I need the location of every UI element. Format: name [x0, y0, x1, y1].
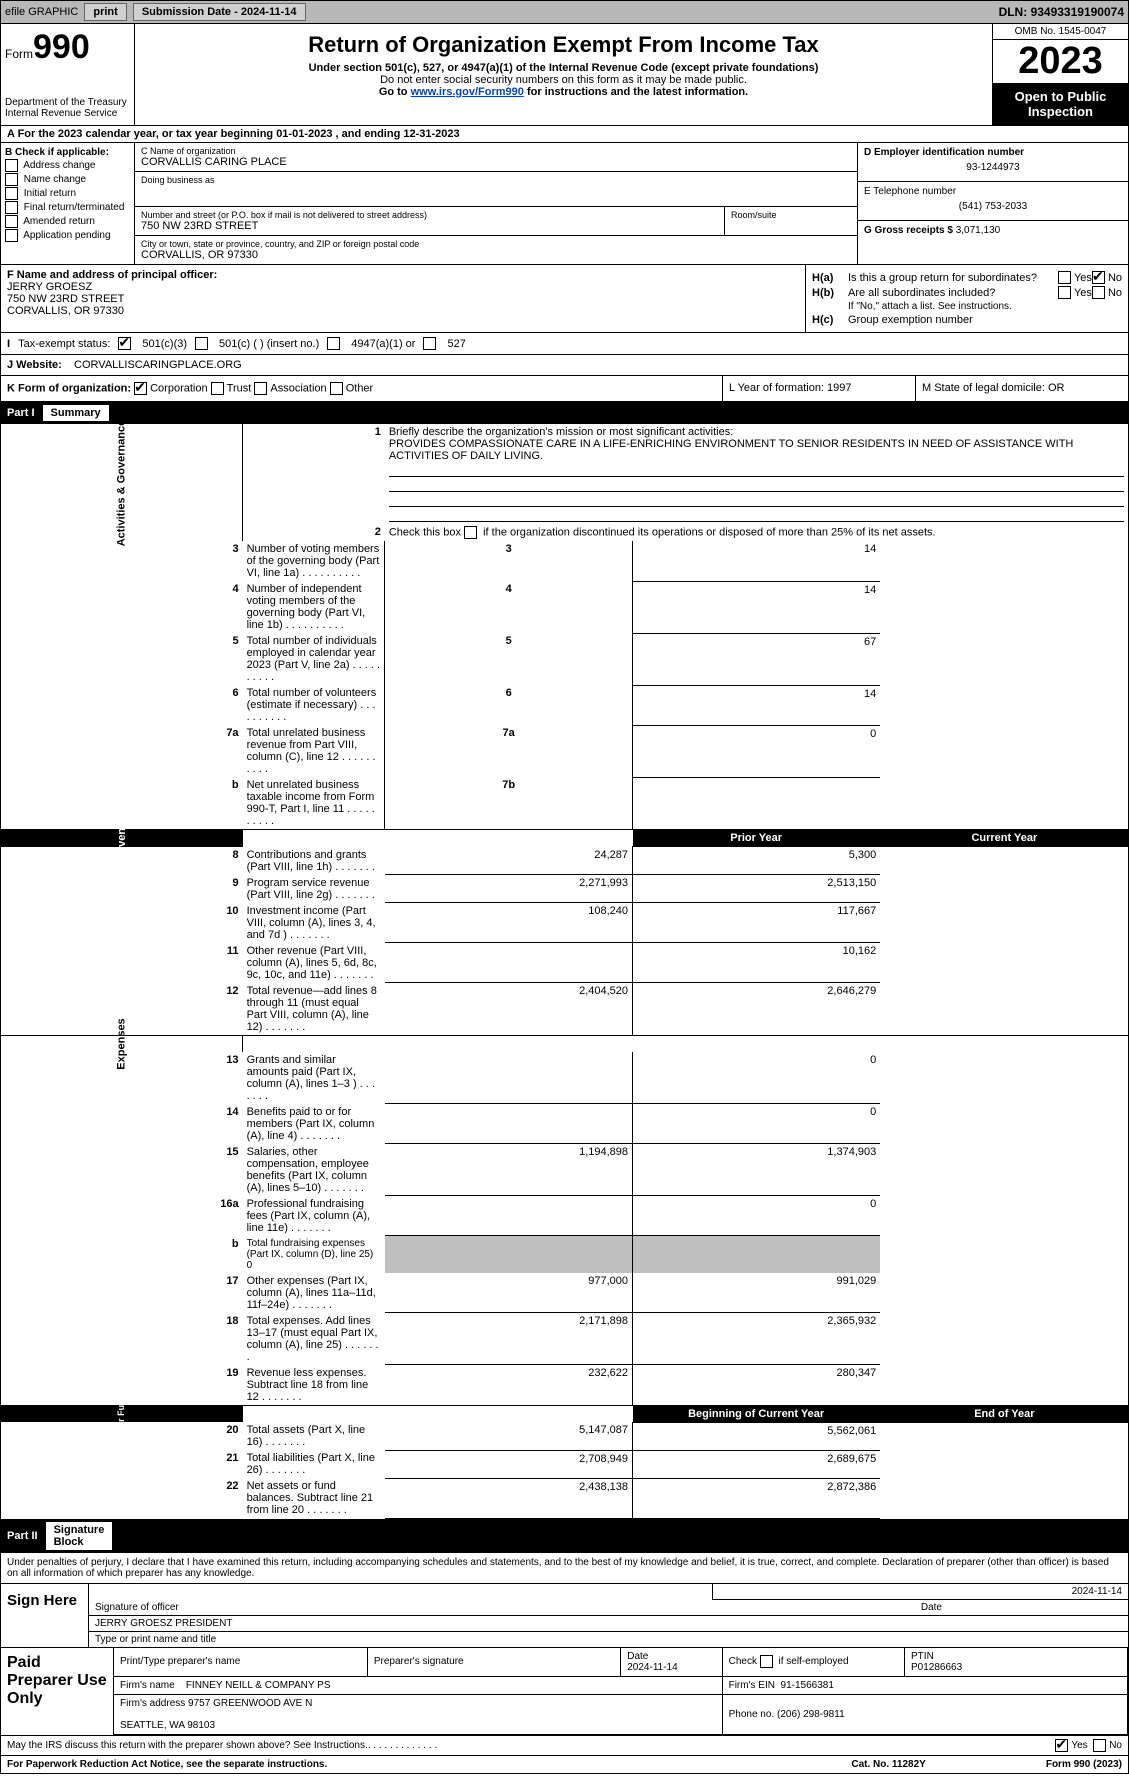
summary-table: Activities & Governance 1 Briefly descri… — [1, 424, 1128, 1519]
527-checkbox[interactable] — [423, 337, 436, 350]
tax-year: 2023 — [993, 40, 1128, 83]
ha-no-checkbox[interactable] — [1092, 271, 1105, 284]
501c-checkbox[interactable] — [195, 337, 208, 350]
website-value: CORVALLISCARINGPLACE.ORG — [74, 359, 242, 371]
org-address: 750 NW 23RD STREET — [141, 220, 718, 232]
box-b-checklist: B Check if applicable: Address change Na… — [1, 143, 135, 264]
dept-label: Department of the Treasury Internal Reve… — [5, 97, 130, 119]
form-title: Return of Organization Exempt From Incom… — [139, 32, 988, 58]
hb-yes-checkbox[interactable] — [1058, 286, 1071, 299]
row-j-website: J Website: CORVALLISCARINGPLACE.ORG — [1, 355, 1128, 376]
hb-no-checkbox[interactable] — [1092, 286, 1105, 299]
year-formation: L Year of formation: 1997 — [723, 376, 916, 401]
omb-number: OMB No. 1545-0047 — [993, 24, 1128, 40]
efile-label: efile GRAPHIC — [5, 6, 78, 18]
block-bcdeg: B Check if applicable: Address change Na… — [1, 143, 1128, 265]
officer-name: JERRY GROESZ — [7, 281, 799, 293]
gross-receipts: 3,071,130 — [956, 225, 1001, 236]
page-footer: For Paperwork Reduction Act Notice, see … — [1, 1755, 1128, 1773]
paid-preparer-block: Paid Preparer Use Only Print/Type prepar… — [1, 1647, 1128, 1735]
part2-header: Part IISignature Block — [1, 1519, 1128, 1553]
form-990-page: Form990 Department of the Treasury Inter… — [0, 24, 1129, 1774]
org-city: CORVALLIS, OR 97330 — [141, 249, 851, 261]
row-klm: K Form of organization: Corporation Trus… — [1, 376, 1128, 402]
phone-value: (541) 753-2033 — [864, 197, 1122, 216]
ptin-value: P01286663 — [911, 1662, 962, 1673]
discuss-yes-checkbox[interactable] — [1055, 1739, 1068, 1752]
4947-checkbox[interactable] — [327, 337, 340, 350]
state-domicile: M State of legal domicile: OR — [916, 376, 1128, 401]
q2-checkbox[interactable] — [464, 526, 477, 539]
firm-name: FINNEY NEILL & COMPANY PS — [186, 1680, 331, 1691]
sign-here-block: Sign Here 2024-11-14 Signature of office… — [1, 1583, 1128, 1647]
form-header: Form990 Department of the Treasury Inter… — [1, 24, 1128, 126]
submission-date-button[interactable]: Submission Date - 2024-11-14 — [133, 3, 306, 21]
officer-signature: JERRY GROESZ PRESIDENT — [89, 1616, 1128, 1632]
top-toolbar: efile GRAPHIC print Submission Date - 20… — [0, 0, 1129, 24]
discuss-row: May the IRS discuss this return with the… — [1, 1735, 1128, 1755]
dln-label: DLN: 93493319190074 — [999, 5, 1124, 19]
discuss-no-checkbox[interactable] — [1093, 1739, 1106, 1752]
print-button[interactable]: print — [84, 3, 126, 21]
perjury-declaration: Under penalties of perjury, I declare th… — [1, 1553, 1128, 1583]
mission-text: PROVIDES COMPASSIONATE CARE IN A LIFE-EN… — [389, 438, 1074, 462]
501c3-checkbox[interactable] — [118, 337, 131, 350]
inspection-badge: Open to Public Inspection — [993, 83, 1128, 125]
org-name: CORVALLIS CARING PLACE — [141, 156, 851, 168]
ha-yes-checkbox[interactable] — [1058, 271, 1071, 284]
row-a-tax-year: A For the 2023 calendar year, or tax yea… — [1, 126, 1128, 143]
part1-header: Part ISummary — [1, 402, 1128, 424]
row-i-tax-status: ITax-exempt status: 501(c)(3) 501(c) ( )… — [1, 333, 1128, 355]
ein-value: 93-1244973 — [864, 158, 1122, 177]
irs-link[interactable]: www.irs.gov/Form990 — [411, 86, 524, 98]
block-fh: F Name and address of principal officer:… — [1, 265, 1128, 333]
